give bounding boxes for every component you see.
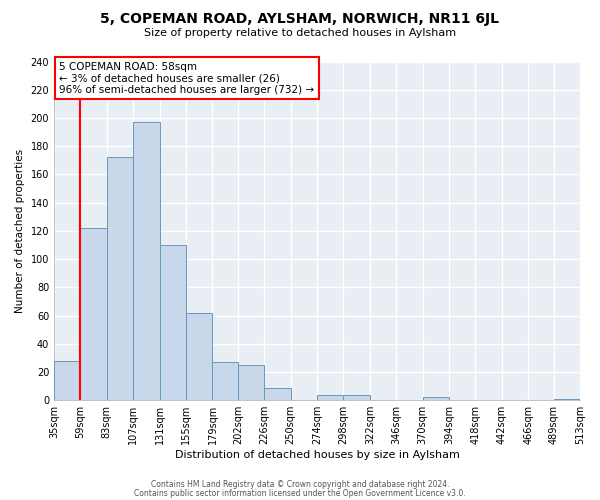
Bar <box>80 228 107 400</box>
Text: Size of property relative to detached houses in Aylsham: Size of property relative to detached ho… <box>144 28 456 38</box>
Bar <box>317 394 343 400</box>
Bar <box>238 365 264 400</box>
Bar <box>54 360 80 400</box>
Bar <box>422 398 449 400</box>
Bar <box>160 245 186 400</box>
Bar <box>212 362 238 400</box>
Bar <box>186 312 212 400</box>
Bar <box>107 158 133 400</box>
Bar <box>343 394 370 400</box>
X-axis label: Distribution of detached houses by size in Aylsham: Distribution of detached houses by size … <box>175 450 460 460</box>
Bar <box>133 122 160 400</box>
Text: Contains HM Land Registry data © Crown copyright and database right 2024.: Contains HM Land Registry data © Crown c… <box>151 480 449 489</box>
Y-axis label: Number of detached properties: Number of detached properties <box>15 149 25 313</box>
Bar <box>264 388 290 400</box>
Bar <box>554 399 580 400</box>
Text: 5 COPEMAN ROAD: 58sqm
← 3% of detached houses are smaller (26)
96% of semi-detac: 5 COPEMAN ROAD: 58sqm ← 3% of detached h… <box>59 62 314 94</box>
Text: 5, COPEMAN ROAD, AYLSHAM, NORWICH, NR11 6JL: 5, COPEMAN ROAD, AYLSHAM, NORWICH, NR11 … <box>101 12 499 26</box>
Text: Contains public sector information licensed under the Open Government Licence v3: Contains public sector information licen… <box>134 488 466 498</box>
